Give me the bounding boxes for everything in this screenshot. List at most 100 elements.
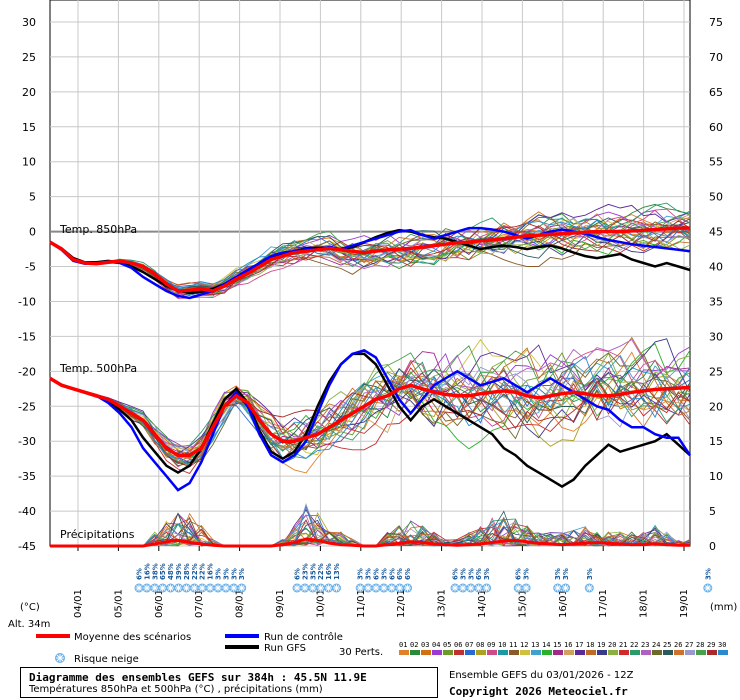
right-tick-label: 20 — [709, 400, 723, 413]
x-tick-label: 12/01 — [396, 589, 407, 618]
snow-risk-value: 6% — [388, 568, 396, 580]
snowflake-icon — [450, 583, 460, 593]
pert-legend-label: 30 — [718, 641, 726, 649]
left-tick-label: -15 — [18, 330, 36, 343]
pert-legend-label: 16 — [564, 641, 572, 649]
snow-risk-value: 3% — [467, 568, 475, 580]
snowflake-icon — [324, 583, 334, 593]
copyright: Copyright 2026 Meteociel.fr — [449, 685, 628, 698]
pert-legend-swatch — [641, 650, 651, 655]
footer-title: Diagramme des ensembles GEFS sur 384h : … — [29, 671, 367, 684]
pert-legend-label: 26 — [674, 641, 682, 649]
snowflake-icon — [458, 583, 468, 593]
pert-t500-line — [49, 377, 691, 453]
right-tick-label: 5 — [709, 505, 716, 518]
x-tick-label: 06/01 — [154, 589, 165, 618]
snowflake-icon — [355, 583, 365, 593]
snowflake-icon — [553, 583, 563, 593]
snow-risk-value: 6% — [136, 568, 144, 580]
snow-risk-value: 6% — [452, 568, 460, 580]
pert-legend-swatch — [707, 650, 717, 655]
snowflake-icon — [134, 583, 144, 593]
right-tick-label: 15 — [709, 435, 723, 448]
snow-risk-value: 3% — [365, 568, 373, 580]
pert-legend-swatch — [487, 650, 497, 655]
x-tick-label: 09/01 — [275, 589, 286, 618]
x-tick-label: 14/01 — [477, 589, 488, 618]
pert-legend-swatch — [586, 650, 596, 655]
snowflake-icon — [332, 583, 341, 593]
left-tick-label: -5 — [25, 261, 36, 274]
main-lines — [49, 226, 692, 548]
panel-label-t850: Temp. 850hPa — [59, 223, 137, 236]
gfs-t500-line — [49, 352, 691, 489]
x-tick-label: 19/01 — [679, 589, 690, 618]
panel-label-t500: Temp. 500hPa — [59, 362, 137, 375]
pert-legend-label: 10 — [498, 641, 506, 649]
pert-legend-swatch — [630, 650, 640, 655]
right-tick-label: 25 — [709, 365, 723, 378]
right-tick-label: 55 — [709, 156, 723, 169]
snow-risk-value: 3% — [238, 568, 246, 580]
right-unit-label: (mm) — [710, 602, 737, 613]
snowflake-icon — [229, 583, 239, 593]
pert-legend-label: 19 — [597, 641, 605, 649]
pert-legend-swatch — [454, 650, 464, 655]
pert-legend-label: 05 — [443, 641, 451, 649]
pert-legend-swatch — [663, 650, 673, 655]
left-axis: -45 -40 -35 -30 -25 -20 -15 -10 -5 0 5 10 15 20 25 30 — [18, 16, 36, 553]
snowflake-icon — [584, 583, 594, 593]
right-tick-label: 45 — [709, 226, 723, 239]
snowflake-icon — [561, 583, 571, 593]
pert-legend-label: 08 — [476, 641, 484, 649]
snowflake-icon — [521, 583, 531, 593]
right-tick-label: 65 — [709, 86, 723, 99]
snow-risk-value: 23% — [301, 563, 309, 580]
altitude-label: Alt. 34m — [8, 619, 50, 630]
snow-risk-value: 16% — [207, 563, 215, 580]
pert-legend-label: 02 — [410, 641, 418, 649]
snowflake-icon — [189, 583, 199, 593]
right-tick-label: 70 — [709, 51, 723, 64]
snow-risk-value: 3% — [380, 568, 388, 580]
pert-legend-swatch — [465, 650, 475, 655]
snow-risk-value: 38% — [151, 563, 159, 580]
footer-title-box: Diagramme des ensembles GEFS sur 384h : … — [20, 667, 438, 698]
right-tick-label: 35 — [709, 295, 723, 308]
control-t500-line — [49, 349, 692, 492]
pert-legend-label: 27 — [685, 641, 693, 649]
pert-legend-swatch — [542, 650, 552, 655]
pert-legend-label: 18 — [586, 641, 594, 649]
pert-legend-label: 17 — [575, 641, 583, 649]
snowflake-icon — [158, 583, 168, 593]
x-tick-label: 16/01 — [558, 589, 569, 618]
pert-legend-swatch — [553, 650, 563, 655]
pert-legend-label: 28 — [696, 641, 704, 649]
snowflake-icon — [395, 583, 405, 593]
x-tick-label: 08/01 — [235, 589, 246, 618]
snow-risk-value: 3% — [523, 568, 531, 580]
pert-legend-swatch — [498, 650, 508, 655]
left-unit-label: (°C) — [20, 602, 40, 613]
left-tick-label: 5 — [29, 191, 36, 204]
right-tick-label: 60 — [709, 121, 723, 134]
x-tick-label: 18/01 — [639, 589, 650, 618]
left-tick-label: -20 — [18, 365, 36, 378]
left-tick-label: 10 — [22, 156, 36, 169]
left-tick-label: -25 — [18, 400, 36, 413]
left-tick-label: -40 — [18, 505, 36, 518]
pert-legend-label: 12 — [520, 641, 528, 649]
snowflake-icon — [150, 583, 160, 593]
snow-risk-value: 3% — [215, 568, 223, 580]
pert-legend-swatch — [564, 650, 574, 655]
mean-precip-line — [50, 537, 690, 548]
snowflake-icon — [513, 583, 523, 593]
snow-risk-value: 3% — [554, 568, 562, 580]
snow-risk-value: 6% — [515, 568, 523, 580]
right-tick-label: 10 — [709, 470, 723, 483]
ensemble-run-label: Ensemble GEFS du 03/01/2026 - 12Z — [449, 670, 634, 681]
snowflake-icon — [466, 583, 476, 593]
pert-legend-label: 21 — [619, 641, 627, 649]
x-tick-label: 17/01 — [598, 589, 609, 618]
snowflake-icon — [213, 583, 223, 593]
